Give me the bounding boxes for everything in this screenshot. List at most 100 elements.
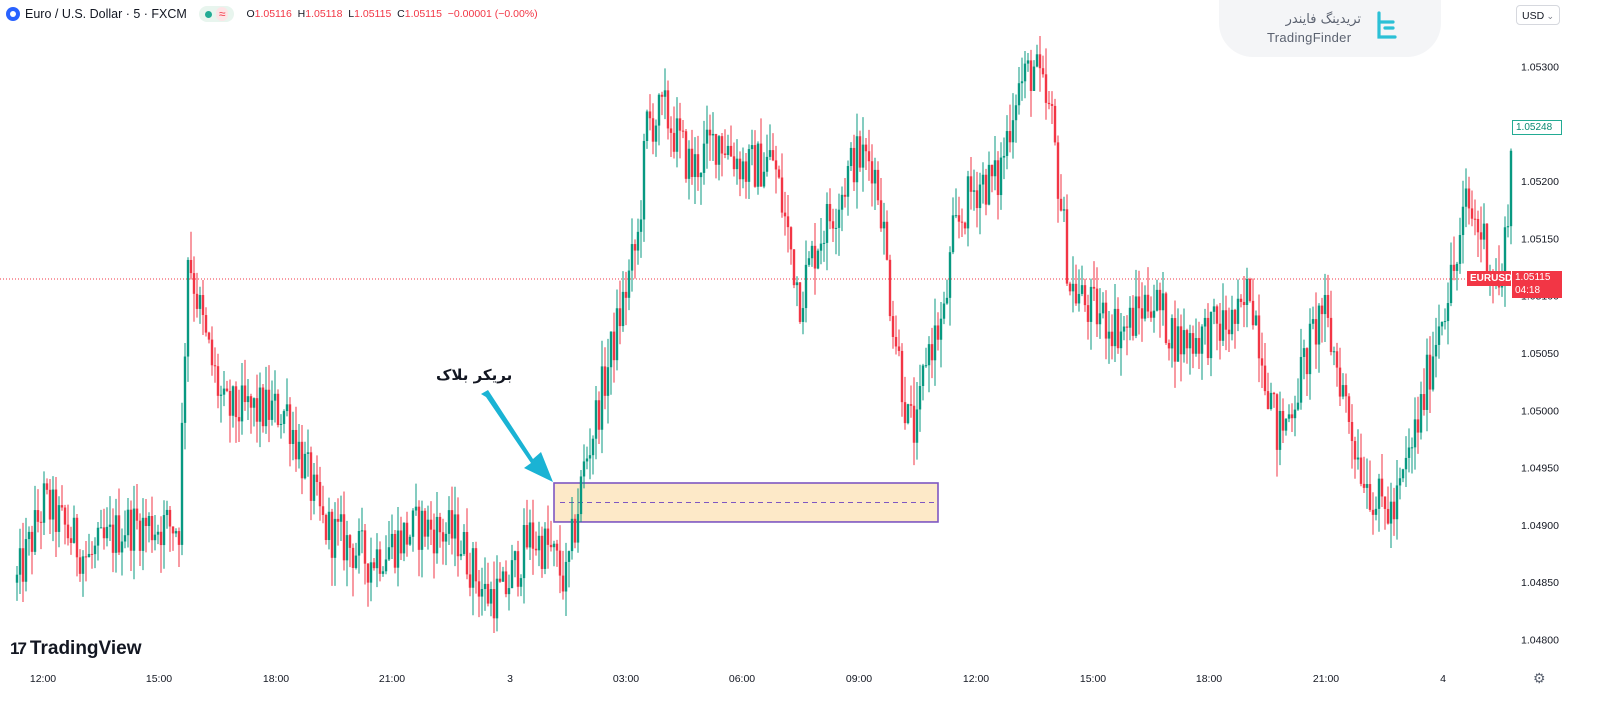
candle-body: [1224, 310, 1228, 330]
candle-body: [273, 393, 277, 401]
candle-body: [663, 90, 667, 97]
candle-body: [1143, 294, 1147, 319]
candle-body: [222, 388, 226, 395]
candle-body: [144, 517, 148, 527]
candle-body: [795, 282, 799, 286]
tradingfinder-banner: تریدینگ فایندر TradingFinder: [1219, 0, 1441, 57]
tradingview-mark-icon: 17: [10, 639, 27, 658]
candle-body: [918, 385, 922, 410]
candle-body: [1107, 331, 1111, 339]
candle-body: [1299, 356, 1303, 403]
candle-body: [1347, 396, 1351, 422]
candle-body: [54, 489, 58, 532]
candle-body: [720, 136, 724, 154]
candle-body: [162, 515, 166, 546]
time-tick-label: 21:00: [379, 673, 405, 685]
time-tick-label: 15:00: [146, 673, 172, 685]
candle-body: [471, 548, 475, 588]
candle-body: [783, 212, 787, 217]
candle-body: [636, 231, 640, 251]
candle-body: [387, 547, 391, 560]
price-tick-label: 1.04950: [1521, 463, 1559, 475]
candle-body: [867, 151, 871, 162]
candle-body: [984, 174, 988, 205]
candle-body: [303, 453, 307, 479]
candle-body: [576, 514, 580, 543]
currency-dropdown[interactable]: USD ⌄: [1516, 5, 1560, 25]
candle-body: [648, 111, 652, 119]
candle-body: [1170, 318, 1174, 349]
candle-body: [123, 535, 127, 542]
candle-body: [972, 190, 976, 192]
candle-body: [393, 533, 397, 568]
candle-body: [459, 553, 463, 557]
candle-body: [417, 506, 421, 550]
candle-body: [1161, 293, 1165, 311]
candle-body: [492, 589, 496, 619]
candle-body: [1437, 326, 1441, 345]
candle-body: [690, 148, 694, 177]
candle-body: [153, 534, 157, 541]
candle-body: [1467, 188, 1471, 209]
candle-body: [495, 578, 499, 619]
candle-body: [69, 538, 73, 543]
gear-icon[interactable]: ⚙: [1533, 670, 1546, 686]
candle-body: [72, 517, 76, 543]
candle-body: [1377, 478, 1381, 509]
candle-body: [1296, 402, 1300, 410]
candle-body: [51, 489, 55, 520]
symbol-title[interactable]: Euro / U.S. Dollar · 5 · FXCM: [25, 7, 187, 21]
candle-body: [996, 160, 1000, 196]
candle-body: [1221, 310, 1225, 341]
candle-body: [771, 150, 775, 161]
candle-body: [498, 578, 502, 582]
candle-body: [891, 316, 895, 337]
candle-body: [102, 527, 106, 539]
candle-body: [267, 389, 271, 420]
price-tick-label: 1.05200: [1521, 176, 1559, 188]
candle-body: [468, 574, 472, 588]
candle-body: [744, 161, 748, 182]
candle-body: [210, 339, 214, 366]
tradingview-wordmark: TradingView: [29, 638, 142, 659]
candle-body: [390, 533, 394, 548]
candle-body: [423, 510, 427, 537]
symbol-price-tag: EURUSD: [1467, 271, 1512, 286]
ohlc-open: 1.05116: [254, 8, 292, 20]
market-status-pill[interactable]: ≈: [198, 6, 235, 22]
candle-body: [1389, 501, 1393, 524]
candle-body: [1122, 326, 1126, 332]
candle-body: [258, 387, 262, 422]
candle-body: [342, 514, 346, 561]
candle-body: [1200, 326, 1204, 354]
candle-body: [318, 481, 322, 507]
candle-body: [1182, 330, 1186, 355]
candle-body: [1191, 333, 1195, 354]
time-tick-label: 4: [1440, 673, 1446, 685]
candle-body: [75, 517, 79, 558]
annotation-arrow: [481, 390, 553, 482]
candle-body: [753, 145, 757, 187]
tradingview-logo[interactable]: 17 TradingView: [10, 638, 142, 660]
candle-body: [1014, 105, 1018, 121]
candle-body: [954, 215, 958, 217]
candle-body: [1011, 120, 1015, 143]
tradingfinder-title-fa: تریدینگ فایندر: [1285, 12, 1361, 27]
candle-body: [705, 129, 709, 144]
breaker-block-zone: [553, 482, 939, 523]
candle-body: [1281, 410, 1285, 431]
candle-body: [1005, 131, 1009, 156]
candle-body: [1365, 484, 1369, 488]
candle-body: [897, 346, 901, 351]
ohlc-change: −0.00001 (−0.00%): [447, 8, 538, 20]
candle-body: [963, 222, 967, 229]
candle-body: [1473, 218, 1477, 220]
candle-body: [105, 526, 109, 539]
candle-body: [630, 244, 634, 271]
candle-body: [159, 531, 163, 546]
candle-body: [588, 455, 592, 459]
candle-body: [957, 215, 961, 222]
candle-body: [1392, 501, 1396, 520]
candle-body: [81, 556, 85, 574]
